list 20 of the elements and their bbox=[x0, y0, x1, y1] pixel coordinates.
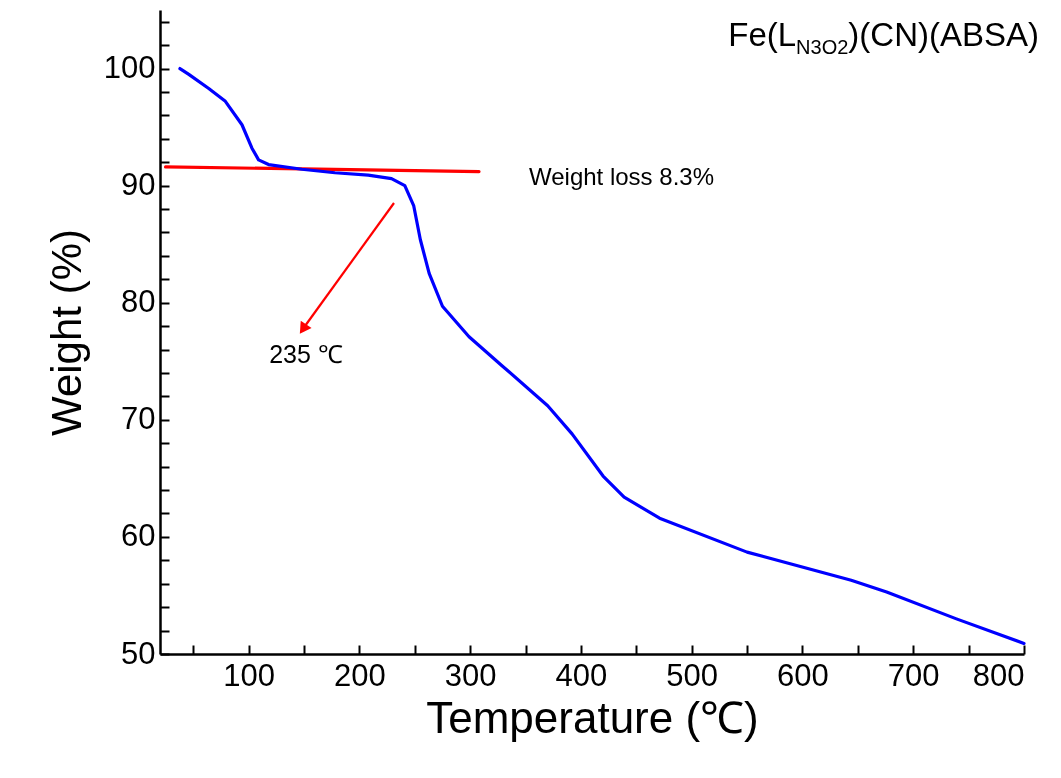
x-axis-title: Temperature (℃) bbox=[426, 692, 759, 742]
y-tick-label: 100 bbox=[103, 50, 156, 86]
x-tick-label: 600 bbox=[777, 657, 829, 693]
x-tick-label: 500 bbox=[666, 657, 719, 693]
x-tick-label: 400 bbox=[555, 657, 608, 693]
chart-title: Fe(L$_{N3O2}$)(CN)(ABSA) bbox=[728, 16, 1039, 59]
y-tick-label: 70 bbox=[121, 401, 156, 437]
annotation: 235 ℃ bbox=[269, 340, 343, 368]
x-tick-label: 100 bbox=[223, 657, 275, 693]
x-tick-label: 300 bbox=[444, 657, 497, 693]
annotation: Weight loss 8.3% bbox=[529, 162, 714, 190]
y-tick-label: 50 bbox=[121, 635, 156, 671]
y-axis-title: Weight (%) bbox=[42, 229, 90, 436]
x-tick-label: 700 bbox=[887, 657, 940, 693]
y-tick-label: 80 bbox=[121, 284, 156, 320]
y-tick-label: 90 bbox=[121, 167, 156, 203]
line-series bbox=[178, 66, 1026, 646]
x-tick-label: 800 bbox=[972, 657, 1025, 693]
y-tick-label: 60 bbox=[121, 518, 156, 554]
x-tick-label: 200 bbox=[334, 657, 386, 693]
